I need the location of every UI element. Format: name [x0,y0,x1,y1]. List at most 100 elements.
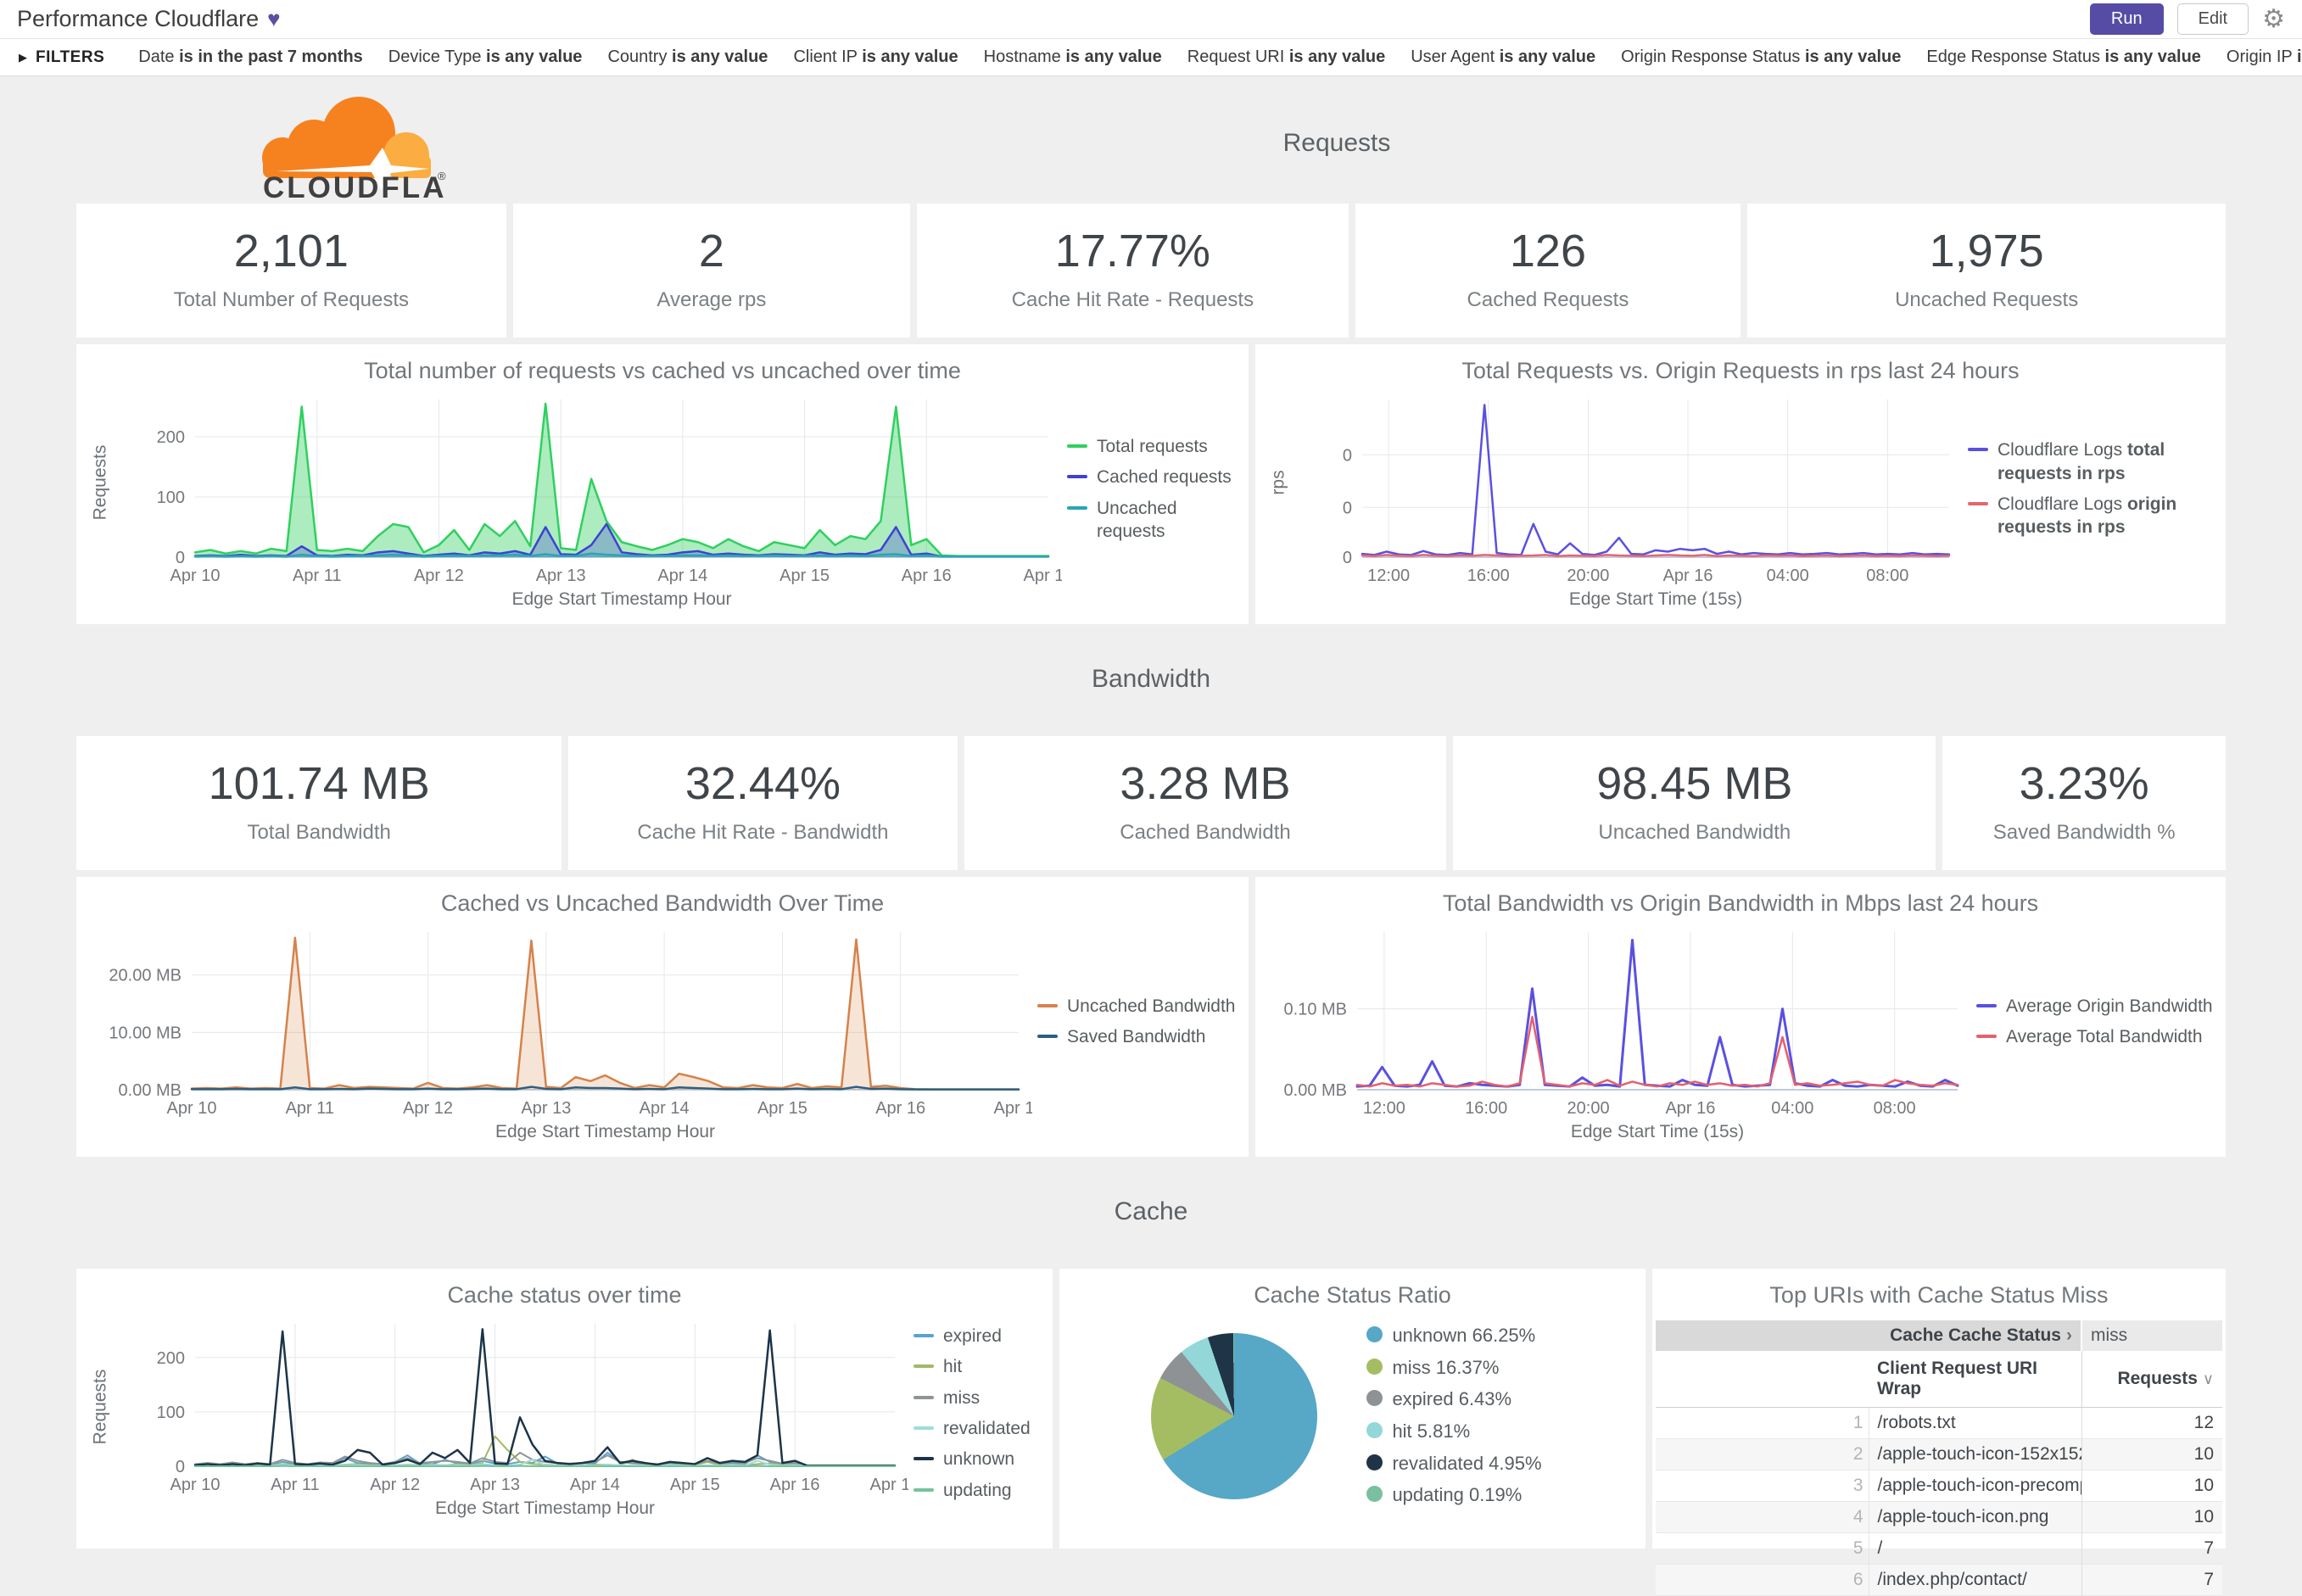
filter-origin-response-status[interactable]: Origin Response Status is any value [1621,47,1902,66]
filter-request-uri[interactable]: Request URI is any value [1187,47,1386,66]
kpi-uncached-bandwidth[interactable]: 98.45 MB Uncached Bandwidth [1453,736,1936,870]
kpi-average-rps[interactable]: 2 Average rps [512,204,911,338]
uri-cell[interactable]: /apple-touch-icon-152x152.png [1877,1444,2082,1464]
filter-client-ip[interactable]: Client IP is any value [793,47,958,66]
bandwidth-over-time-plot[interactable]: Apr 10 Apr 11 Apr 12 Apr 13 Apr 14 Apr 15 Apr … [76,920,1032,1142]
legend-item[interactable]: Cached requests [1067,466,1237,488]
legend-item[interactable]: unknown 66.25% [1366,1324,1541,1348]
filters-label[interactable]: FILTERS [36,47,105,66]
svg-text:Apr 13: Apr 13 [470,1476,520,1494]
legend-label: expired 6.43% [1392,1388,1512,1410]
run-button[interactable]: Run [2089,3,2164,35]
svg-text:Edge Start Timestamp Hour: Edge Start Timestamp Hour [511,589,731,609]
legend-item[interactable]: Total requests [1067,435,1237,458]
requests-cell[interactable]: 10 [2081,1501,2222,1533]
legend-swatch [1366,1486,1383,1503]
legend-item[interactable]: Average Total Bandwidth [1976,1025,2214,1048]
cache-status-plot[interactable]: Apr 10 Apr 11 Apr 12 Apr 13 Apr 14 Apr 15 Apr … [124,1312,908,1519]
legend-item[interactable]: Uncached requests [1067,497,1237,544]
legend-item[interactable]: hit [914,1355,1041,1378]
cache-status-pie[interactable] [1151,1332,1318,1499]
legend-item[interactable]: miss 16.37% [1366,1356,1541,1381]
legend-item[interactable]: hit 5.81% [1366,1420,1541,1444]
svg-text:20.00 MB: 20.00 MB [109,967,182,985]
edit-button[interactable]: Edit [2176,3,2249,35]
kpi-saved-bandwidth-pct[interactable]: 3.23% Saved Bandwidth % [1942,736,2226,870]
legend-item[interactable]: updating [914,1479,1041,1502]
legend-item[interactable]: Cloudflare Logs origin requests in rps [1968,493,2214,539]
kpi-value[interactable]: 98.45 MB [1596,758,1793,809]
svg-text:100: 100 [157,488,185,507]
kpi-value[interactable]: 17.77% [1054,226,1210,276]
legend-item[interactable]: revalidated [914,1417,1041,1440]
kpi-value[interactable]: 1,975 [1929,226,2044,276]
requests-rps-plot[interactable]: 12:00 16:00 20:00 Apr 16 04:00 08:00 0 0 0 Edge S… [1303,388,1963,610]
legend-item[interactable]: updating 0.19% [1366,1483,1541,1508]
legend-swatch [1067,505,1087,510]
bandwidth-24h-plot[interactable]: 12:00 16:00 20:00 Apr 16 04:00 08:00 0.00 MB 0.… [1255,920,1971,1142]
legend-swatch [914,1364,934,1369]
kpi-value[interactable]: 101.74 MB [208,758,430,809]
row-number: 5 [1656,1532,1869,1565]
svg-text:Apr 15: Apr 15 [779,566,830,585]
kpi-value[interactable]: 3.23% [2019,758,2149,809]
filter-user-agent[interactable]: User Agent is any value [1411,47,1596,66]
kpi-total-bandwidth[interactable]: 101.74 MB Total Bandwidth [76,736,562,870]
legend-item[interactable]: Saved Bandwidth [1037,1025,1237,1048]
gear-icon[interactable]: ⚙ [2262,4,2285,33]
kpi-value[interactable]: 3.28 MB [1120,758,1291,809]
legend-item[interactable]: miss [914,1387,1041,1409]
legend-item[interactable]: Average Origin Bandwidth [1976,995,2214,1018]
requests-cell[interactable]: 7 [2081,1532,2222,1565]
kpi-total-requests[interactable]: 2,101 Total Number of Requests [76,204,506,338]
table-header-row: Client Request URI Wrap Requests ∨ [1656,1351,2222,1408]
filter-date[interactable]: Date is in the past 7 months [138,47,363,66]
requests-cell[interactable]: 12 [2081,1407,2222,1439]
requests-over-time-plot[interactable]: Apr 10 Apr 11 Apr 12 Apr 13 Apr 14 Apr 15 Apr … [124,388,1062,610]
uri-cell[interactable]: /apple-touch-icon.png [1877,1507,2049,1526]
chevron-right-icon: › [2066,1325,2072,1345]
kpi-cache-hit-rate-requests[interactable]: 17.77% Cache Hit Rate - Requests [917,204,1349,338]
filter-edge-response-status[interactable]: Edge Response Status is any value [1926,47,2201,66]
chart-bandwidth-24h: Total Bandwidth vs Origin Bandwidth in M… [1255,877,2226,1157]
kpi-label: Total Number of Requests [173,288,410,311]
kpi-cache-hit-rate-bandwidth[interactable]: 32.44% Cache Hit Rate - Bandwidth [568,736,958,870]
uri-cell[interactable]: /index.php/contact/ [1877,1570,2027,1589]
kpi-value[interactable]: 2 [698,226,724,276]
filters-expander-icon[interactable]: ▶ [19,50,27,64]
chart-bandwidth-over-time: Cached vs Uncached Bandwidth Over Time A… [76,877,1249,1157]
uri-cell[interactable]: /apple-touch-icon-precomposed.png [1877,1476,2082,1495]
svg-text:12:00: 12:00 [1363,1099,1405,1118]
filter-device-type[interactable]: Device Type is any value [388,47,583,66]
kpi-uncached-requests[interactable]: 1,975 Uncached Requests [1747,204,2226,338]
legend-item[interactable]: unknown [914,1448,1041,1470]
legend-item[interactable]: expired [914,1325,1041,1348]
filter-hostname[interactable]: Hostname is any value [983,47,1162,66]
requests-cell[interactable]: 10 [2081,1438,2222,1470]
svg-text:Apr 16: Apr 16 [770,1476,820,1494]
uri-cell[interactable]: /robots.txt [1877,1413,1956,1432]
uri-column-header[interactable]: Client Request URI Wrap [1869,1351,2081,1408]
legend-swatch [914,1487,934,1492]
kpi-value[interactable]: 126 [1509,226,1586,276]
kpi-cached-bandwidth[interactable]: 3.28 MB Cached Bandwidth [964,736,1447,870]
kpi-value[interactable]: 32.44% [684,758,841,809]
requests-cell[interactable]: 10 [2081,1470,2222,1502]
kpi-label: Uncached Bandwidth [1598,821,1791,844]
svg-text:0: 0 [1343,446,1352,465]
legend-item[interactable]: Uncached Bandwidth [1037,995,1237,1018]
filter-country[interactable]: Country is any value [607,47,768,66]
requests-column-header[interactable]: Requests ∨ [2081,1351,2222,1408]
legend-item[interactable]: Cloudflare Logs total requests in rps [1968,438,2214,485]
legend-swatch [1976,1003,1997,1007]
kpi-cached-requests[interactable]: 126 Cached Requests [1355,204,1741,338]
svg-text:Apr 13: Apr 13 [521,1099,571,1118]
uri-cell[interactable]: / [1877,1538,1883,1558]
kpi-value[interactable]: 2,101 [233,226,349,276]
legend-item[interactable]: expired 6.43% [1366,1387,1541,1412]
svg-text:Edge Start Time (15s): Edge Start Time (15s) [1571,1122,1744,1141]
filter-origin-ip[interactable]: Origin IP is any value [2226,47,2302,66]
legend-item[interactable]: revalidated 4.95% [1366,1452,1542,1476]
requests-cell[interactable]: 7 [2081,1564,2222,1596]
pivot-label[interactable]: Cache Cache Status › [1656,1320,2082,1351]
